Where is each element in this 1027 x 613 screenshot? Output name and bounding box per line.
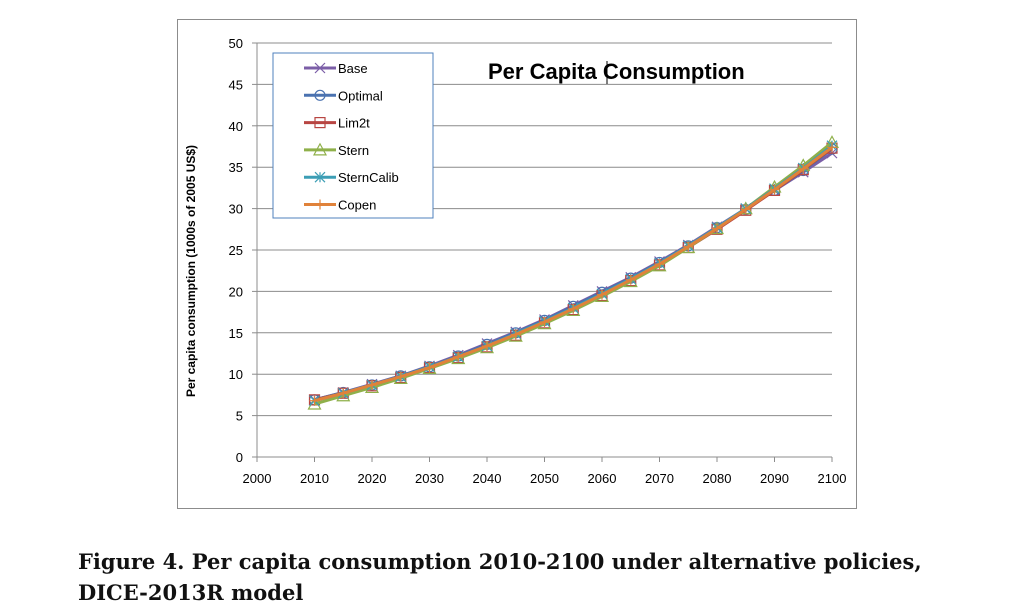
x-tick-label: 2060 xyxy=(588,471,617,486)
legend-item-base: Base xyxy=(304,61,368,76)
x-tick-label: 2100 xyxy=(818,471,847,486)
y-tick-label: 5 xyxy=(236,409,243,424)
x-tick-label: 2000 xyxy=(243,471,272,486)
figure-caption: Figure 4. Per capita consumption 2010-21… xyxy=(78,549,922,605)
data-point-triangle xyxy=(312,142,328,156)
legend-label: Lim2t xyxy=(338,116,370,131)
data-point-plus xyxy=(482,341,492,352)
series-layer xyxy=(307,135,840,410)
data-point-circle xyxy=(314,89,326,101)
y-axis-label: Per capita consumption (1000s of 2005 US… xyxy=(184,145,198,397)
legend-item-lim2t: Lim2t xyxy=(304,116,370,131)
x-tick-label: 2030 xyxy=(415,471,444,486)
data-point-plus xyxy=(798,163,809,174)
data-point-plus xyxy=(597,289,607,300)
data-point-plus xyxy=(568,303,579,314)
x-tick-label: 2050 xyxy=(530,471,559,486)
line-chart: 0 5 10 15 20 25 30 35 40 45 50 2000 2010 2020 2030 2040… xyxy=(184,36,847,486)
data-point-plus xyxy=(625,274,636,285)
data-point-plus xyxy=(654,259,665,270)
y-tick-label: 50 xyxy=(229,36,243,51)
data-point-asterisk xyxy=(314,171,326,183)
data-point-plus xyxy=(827,142,837,153)
chart-title: Per Capita Consumption xyxy=(488,59,745,84)
data-point-plus xyxy=(769,184,780,195)
y-tick-label: 45 xyxy=(229,77,243,92)
legend-box xyxy=(272,52,434,219)
data-point-square xyxy=(314,116,326,129)
legend-item-sterncalib: SternCalib xyxy=(304,170,399,185)
legend-label: Copen xyxy=(338,198,376,213)
x-tick-label: 2020 xyxy=(358,471,387,486)
legend: Base Optimal Lim2t Stern SternCalib Copen xyxy=(272,52,434,219)
y-tick-label: 0 xyxy=(236,450,243,465)
data-point-plus xyxy=(712,223,722,234)
x-tick-label: 2010 xyxy=(300,471,329,486)
y-tick-label: 10 xyxy=(229,367,243,382)
data-point-plus xyxy=(315,199,325,210)
data-point-plus xyxy=(539,317,550,328)
data-point-plus xyxy=(740,204,751,215)
data-point-plus xyxy=(338,388,349,399)
chart-frame: 0 5 10 15 20 25 30 35 40 45 50 2000 2010 2020 2030 2040… xyxy=(177,19,857,509)
data-point-plus xyxy=(424,362,435,373)
legend-label: Optimal xyxy=(338,88,383,103)
y-tick-label: 35 xyxy=(229,160,243,175)
legend-label: SternCalib xyxy=(338,170,399,185)
x-tick-label: 2080 xyxy=(703,471,732,486)
legend-item-stern: Stern xyxy=(304,142,369,158)
data-point-plus xyxy=(367,379,377,390)
data-point-plus xyxy=(395,371,406,382)
y-tick-label: 15 xyxy=(229,326,243,341)
x-tick-label: 2070 xyxy=(645,471,674,486)
series-copen xyxy=(309,142,837,406)
data-point-plus xyxy=(453,351,464,362)
y-tick-label: 20 xyxy=(229,284,243,299)
legend-label: Stern xyxy=(338,143,369,158)
x-tick-label: 2040 xyxy=(473,471,502,486)
legend-item-optimal: Optimal xyxy=(304,88,383,103)
legend-label: Base xyxy=(338,61,368,76)
x-tick-label: 2090 xyxy=(760,471,789,486)
legend-item-copen: Copen xyxy=(304,198,376,213)
y-tick-label: 30 xyxy=(229,202,243,217)
y-tick-label: 25 xyxy=(229,243,243,258)
y-tick-label: 40 xyxy=(229,119,243,134)
data-point-plus xyxy=(683,241,694,252)
data-point-x xyxy=(314,62,326,74)
data-point-plus xyxy=(309,395,320,406)
axis-layer: 0 5 10 15 20 25 30 35 40 45 50 2000 2010 2020 2030 2040… xyxy=(229,36,847,486)
data-point-plus xyxy=(510,329,521,340)
